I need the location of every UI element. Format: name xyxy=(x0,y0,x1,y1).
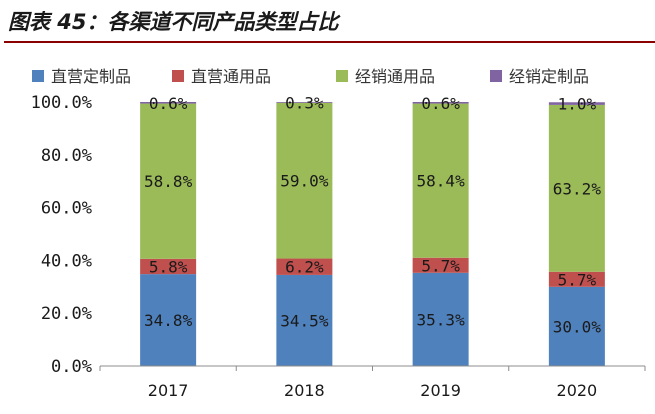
x-axis: 2017 2018 2019 2020 xyxy=(99,365,646,400)
bar-segment xyxy=(276,102,333,259)
data-label: 58.4% xyxy=(417,172,466,191)
figure-title: 图表 45：各渠道不同产品类型占比 xyxy=(8,10,339,34)
bar-segment xyxy=(412,272,469,366)
data-label: 5.8% xyxy=(149,257,188,276)
data-label: 63.2% xyxy=(553,179,602,198)
y-axis: 0.0% 20.0% 40.0% 60.0% 80.0% 100.0% xyxy=(31,93,92,377)
legend-swatch xyxy=(32,70,44,82)
data-label: 35.3% xyxy=(417,310,466,329)
data-label: 0.3% xyxy=(285,93,324,112)
data-label: 59.0% xyxy=(280,172,329,191)
bar-segment xyxy=(412,103,469,258)
data-label: 6.2% xyxy=(285,258,324,277)
legend: 直营定制品 直营通用品 经销通用品 经销定制品 xyxy=(32,67,589,86)
legend-swatch xyxy=(490,70,502,82)
data-label: 0.6% xyxy=(421,94,460,113)
bar-segment xyxy=(276,102,333,103)
bar-segment xyxy=(412,257,469,273)
data-label: 5.7% xyxy=(558,270,597,289)
x-tick-label: 2017 xyxy=(148,381,189,400)
y-tick-label: 40.0% xyxy=(41,251,92,271)
legend-swatch xyxy=(172,70,184,82)
y-tick-label: 100.0% xyxy=(31,93,92,113)
stacked-bar-chart: 直营定制品 直营通用品 经销通用品 经销定制品 0.0% 20.0% 40.0% 60.0%… xyxy=(31,67,646,400)
bar-segment xyxy=(140,274,197,366)
data-label: 5.7% xyxy=(421,256,460,275)
bar-segment xyxy=(140,258,197,275)
bar-segment xyxy=(140,102,197,104)
bar-segment xyxy=(548,286,605,366)
bar-segment xyxy=(276,258,333,275)
x-tick-label: 2019 xyxy=(420,381,461,400)
data-label: 34.5% xyxy=(280,311,329,330)
bar-segment xyxy=(548,271,605,287)
bar-segment xyxy=(548,104,605,272)
legend-swatch xyxy=(336,70,348,82)
y-tick-label: 60.0% xyxy=(41,199,92,219)
legend-label: 经销定制品 xyxy=(509,67,589,86)
legend-label: 直营通用品 xyxy=(191,67,271,86)
y-tick-label: 20.0% xyxy=(41,304,92,324)
data-label: 1.0% xyxy=(558,95,597,114)
title-bar: 图表 45：各渠道不同产品类型占比 xyxy=(0,0,655,44)
bar-segment xyxy=(276,274,333,366)
bar-segment xyxy=(412,102,469,104)
title-rule xyxy=(4,41,655,43)
legend-label: 直营定制品 xyxy=(51,67,131,86)
data-label: 0.6% xyxy=(149,94,188,113)
y-tick-label: 80.0% xyxy=(41,146,92,166)
bar-segment xyxy=(548,102,605,105)
x-tick-label: 2018 xyxy=(284,381,325,400)
data-label: 34.8% xyxy=(144,311,193,330)
bar-segment xyxy=(140,103,197,259)
x-tick-label: 2020 xyxy=(557,381,598,400)
data-label: 30.0% xyxy=(553,317,602,336)
legend-label: 经销通用品 xyxy=(355,67,435,86)
y-tick-label: 0.0% xyxy=(51,357,92,377)
data-label: 58.8% xyxy=(144,172,193,191)
bars xyxy=(140,102,605,366)
data-labels: 34.8% 5.8% 58.8% 0.6% 34.5% 6.2% 59.0% 0.3% 35.3… xyxy=(144,93,601,336)
